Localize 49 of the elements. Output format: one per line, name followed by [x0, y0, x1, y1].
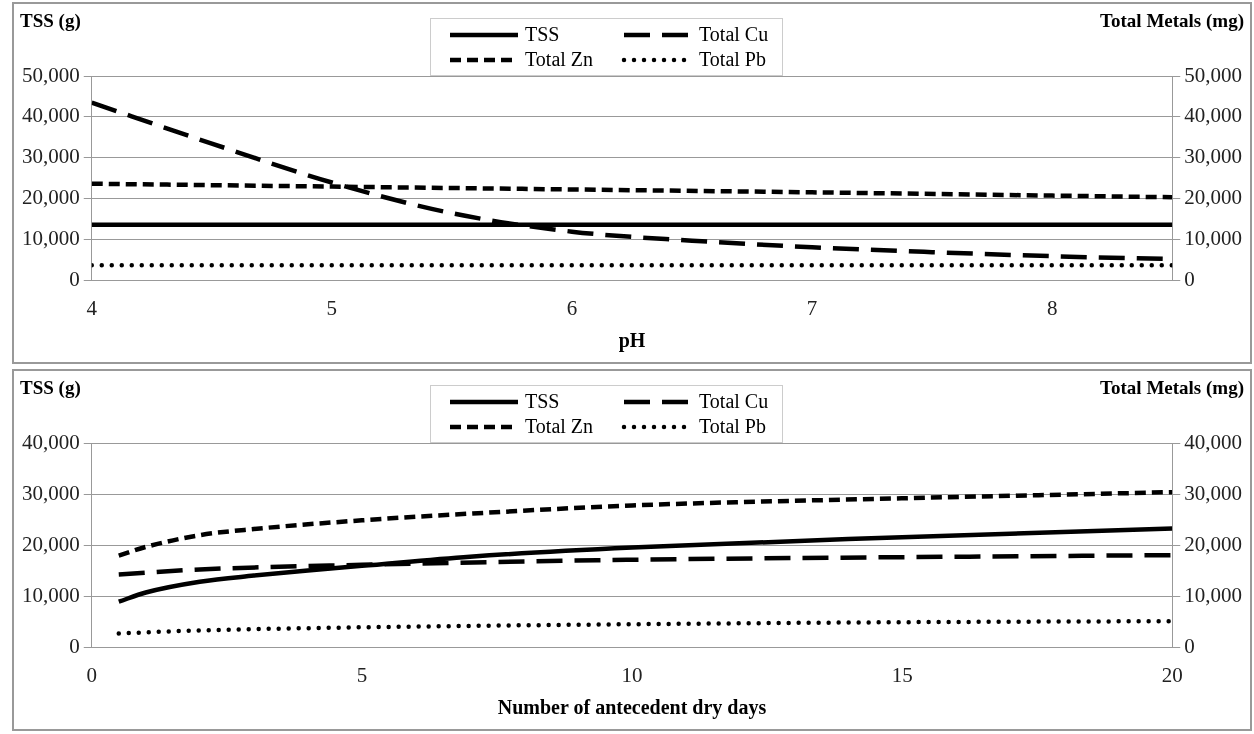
x-tick-label: 5 [326, 295, 338, 320]
x-tick-label: 5 [356, 662, 368, 687]
x-tick-label: 20 [1161, 662, 1183, 687]
y2-tick-label: 40,000 [1184, 103, 1242, 128]
y2-tick-label: 0 [1184, 634, 1195, 659]
y-axis-title: TSS (g) [20, 10, 81, 32]
y-axis-title: TSS (g) [20, 377, 81, 399]
y-tick-label: 40,000 [22, 103, 80, 128]
y-tick-label: 20,000 [22, 531, 80, 556]
y-tick-label: 30,000 [22, 144, 80, 169]
legend-label: Total Zn [525, 48, 594, 71]
y2-tick-label: 40,000 [1184, 429, 1242, 454]
x-tick-label: 8 [1046, 295, 1058, 320]
line-series [116, 526, 1173, 604]
y-tick-label: 10,000 [22, 583, 80, 608]
y2-axis-title: Total Metals (mg) [1100, 377, 1244, 399]
y2-tick-label: 30,000 [1184, 480, 1242, 505]
y-tick-label: 40,000 [22, 429, 80, 454]
y2-tick-label: 50,000 [1184, 62, 1242, 87]
y-tick-label: 0 [69, 634, 80, 659]
y-tick-label: 20,000 [22, 185, 80, 210]
y-tick-label: 0 [69, 267, 80, 292]
y2-tick-label: 30,000 [1184, 144, 1242, 169]
y-tick-label: 10,000 [22, 226, 80, 251]
x-tick-label: 0 [86, 662, 97, 687]
y2-axis-title: Total Metals (mg) [1100, 10, 1244, 32]
legend-label: Total Cu [699, 390, 769, 413]
y-tick-label: 30,000 [22, 480, 80, 505]
y2-tick-label: 20,000 [1184, 185, 1242, 210]
x-axis-title: pH [618, 329, 646, 353]
y2-tick-label: 20,000 [1184, 531, 1242, 556]
x-tick-label: 10 [621, 662, 643, 687]
y-tick-label: 50,000 [22, 62, 80, 87]
x-tick-label: 7 [806, 295, 818, 320]
x-tick-label: 15 [891, 662, 913, 687]
x-tick-label: 4 [86, 295, 98, 320]
legend-label: TSS [525, 23, 560, 46]
y2-tick-label: 10,000 [1184, 583, 1242, 608]
legend-label: Total Cu [699, 23, 769, 46]
x-axis-title: Number of antecedent dry days [497, 696, 767, 720]
legend-label: Total Zn [525, 415, 594, 438]
y2-tick-label: 10,000 [1184, 226, 1242, 251]
legend-label: Total Pb [699, 415, 766, 438]
x-tick-label: 6 [566, 295, 578, 320]
y2-tick-label: 0 [1184, 267, 1195, 292]
legend-label: TSS [525, 390, 560, 413]
line-series [116, 489, 1173, 558]
legend-label: Total Pb [699, 48, 766, 71]
line-series [116, 618, 1173, 636]
